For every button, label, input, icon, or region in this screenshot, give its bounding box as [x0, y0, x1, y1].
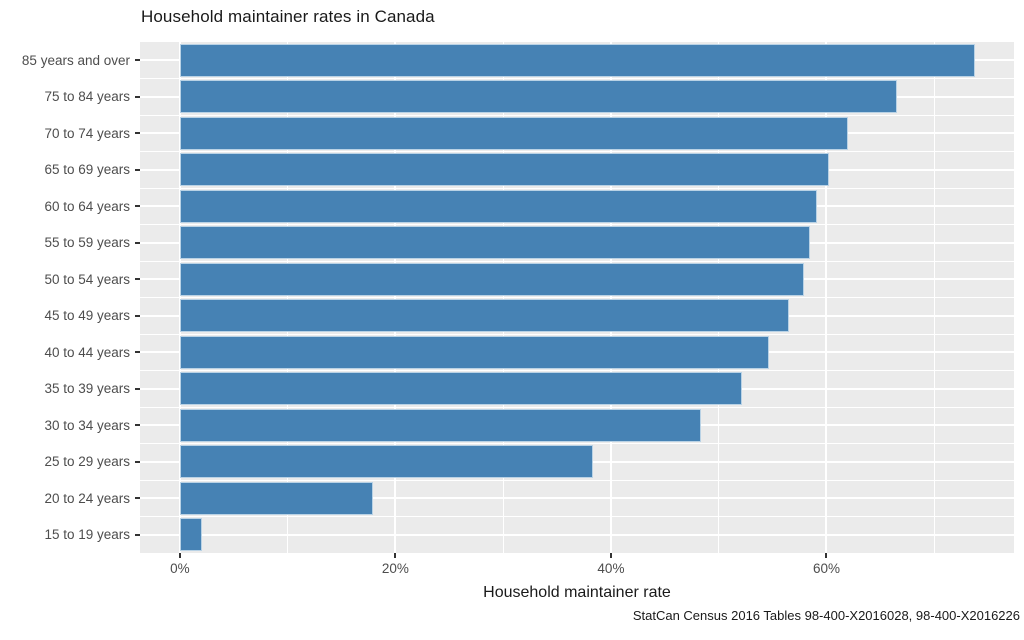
y-axis-tick-label: 15 to 19 years	[44, 527, 130, 543]
bar	[179, 153, 829, 187]
bar	[179, 481, 373, 515]
y-axis-tick-label: 75 to 84 years	[44, 89, 130, 105]
gridline-minor-horizontal	[140, 114, 1014, 116]
y-axis-tick-mark	[135, 132, 140, 135]
bar	[179, 299, 789, 333]
y-axis-tick-label: 35 to 39 years	[44, 381, 130, 397]
gridline-minor-horizontal	[140, 333, 1014, 335]
gridline-minor-horizontal	[140, 443, 1014, 444]
gridline-minor-horizontal	[140, 370, 1014, 371]
gridline-minor-horizontal	[140, 406, 1014, 408]
y-axis-tick-mark	[135, 314, 140, 317]
y-axis-tick-mark	[135, 241, 140, 244]
gridline-major-horizontal	[140, 497, 1014, 500]
x-axis-tick-label: 60%	[812, 561, 840, 576]
bar	[179, 43, 976, 77]
y-axis-tick-mark	[135, 205, 140, 208]
y-axis-tick-label: 55 to 59 years	[44, 235, 130, 251]
y-axis-tick-mark	[135, 497, 140, 500]
y-axis-tick-mark	[135, 387, 140, 390]
y-axis-tick-label: 20 to 24 years	[44, 490, 130, 506]
bar	[179, 116, 849, 150]
gridline-minor-horizontal	[140, 151, 1014, 152]
gridline-minor-horizontal	[140, 224, 1014, 225]
x-axis-tick-mark	[178, 553, 181, 558]
gridline-minor-horizontal	[140, 516, 1014, 517]
y-axis-tick-mark	[135, 460, 140, 463]
gridline-minor-horizontal	[140, 297, 1014, 298]
y-axis-tick-label: 85 years and over	[21, 52, 130, 68]
x-axis-tick-label: 40%	[597, 561, 625, 576]
gridline-minor-horizontal	[140, 479, 1014, 481]
y-axis-tick-mark	[135, 424, 140, 427]
y-axis-tick-mark	[135, 278, 140, 281]
y-axis-tick-mark	[135, 533, 140, 536]
y-axis-tick-label: 25 to 29 years	[44, 454, 130, 470]
y-axis-tick-mark	[135, 95, 140, 98]
y-axis-tick-label: 65 to 69 years	[44, 162, 130, 178]
y-axis-tick-mark	[135, 59, 140, 62]
source-caption: StatCan Census 2016 Tables 98-400-X20160…	[632, 608, 1020, 623]
bar	[179, 262, 804, 296]
bar	[179, 408, 702, 442]
chart-title: Household maintainer rates in Canada	[141, 7, 435, 26]
x-axis-title: Household maintainer rate	[483, 584, 671, 601]
x-axis-tick-mark	[394, 553, 397, 558]
y-axis-tick-label: 70 to 74 years	[44, 125, 130, 141]
y-axis-tick-label: 50 to 54 years	[44, 271, 130, 287]
x-axis-tick-label: 20%	[381, 561, 409, 576]
x-axis-tick-label: 0%	[170, 561, 190, 576]
y-axis-tick-mark	[135, 168, 140, 171]
plot-panel	[140, 42, 1014, 553]
gridline-minor-horizontal	[140, 260, 1014, 262]
gridline-minor-horizontal	[140, 78, 1014, 79]
bar	[179, 226, 811, 260]
x-axis-tick-mark	[609, 553, 612, 558]
bar	[179, 518, 203, 552]
bar	[179, 189, 817, 223]
gridline-major-horizontal	[140, 533, 1014, 536]
y-axis-tick-label: 60 to 64 years	[44, 198, 130, 214]
gridline-minor-horizontal	[140, 187, 1014, 189]
bar	[179, 80, 897, 114]
x-axis-tick-mark	[825, 553, 828, 558]
y-axis-tick-mark	[135, 351, 140, 354]
bar	[179, 335, 770, 369]
y-axis-tick-label: 30 to 34 years	[44, 417, 130, 433]
y-axis-tick-label: 45 to 49 years	[44, 308, 130, 324]
bar	[179, 372, 743, 406]
bar	[179, 445, 593, 479]
y-axis-tick-label: 40 to 44 years	[44, 344, 130, 360]
